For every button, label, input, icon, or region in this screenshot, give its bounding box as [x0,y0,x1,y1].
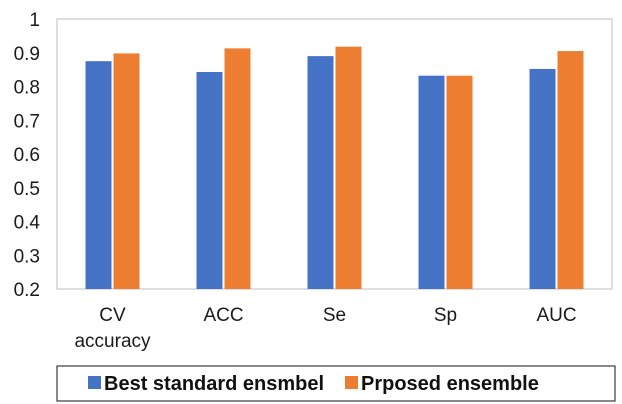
y-axis-ticks: 0.2 0.3 0.4 0.5 0.6 0.7 0.8 0.9 1 [14,10,41,301]
x-category-label: ACC [203,305,243,326]
plot-frame [56,18,613,290]
x-category-label: Sp [434,305,457,326]
bar-proposed-2 [335,46,362,289]
bar-proposed-0 [113,53,140,289]
legend-label: Best standard ensmbel [104,373,324,395]
bar-best-standard-0 [85,61,112,289]
y-tick-label: 0.5 [14,179,40,200]
y-tick-label: 1 [29,10,40,31]
bar-proposed-1 [224,48,251,289]
bar-best-standard-1 [196,71,223,289]
legend-label: Prposed ensemble [361,373,539,395]
legend-swatch [88,376,101,389]
bar-best-standard-4 [529,68,556,289]
x-category-label: AUC [536,305,576,326]
y-tick-label: 0.3 [14,246,40,267]
legend-box [56,365,616,402]
plot-border [56,18,613,290]
x-axis-labels: CV accuracy ACC Se Sp AUC [74,305,576,352]
y-tick-label: 0.8 [14,78,40,99]
x-category-label: Se [323,305,346,326]
legend: Best standard ensmbel Prposed ensemble [56,365,616,402]
bar-proposed-4 [557,51,584,289]
y-tick-label: 0.9 [14,44,40,65]
y-tick-label: 0.4 [14,213,41,234]
bar-proposed-3 [446,75,473,289]
y-tick-label: 0.2 [14,280,40,301]
bar-best-standard-2 [307,56,334,289]
x-category-label: accuracy [74,331,151,352]
legend-swatch [345,376,358,389]
x-category-label: CV [99,305,126,326]
y-tick-label: 0.6 [14,145,40,166]
y-tick-label: 0.7 [14,111,40,132]
bars [85,46,584,289]
bar-best-standard-3 [418,75,445,289]
